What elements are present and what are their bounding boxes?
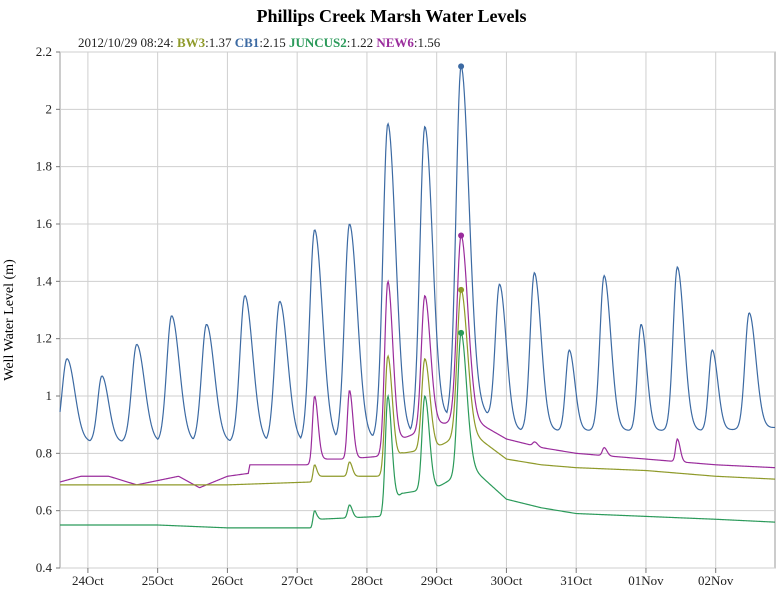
y-tick-label: 1.8: [36, 159, 52, 174]
y-tick-label: 1.4: [36, 273, 53, 288]
x-tick-label: 30Oct: [491, 573, 523, 588]
series-line-cb1: [59, 64, 776, 442]
readout-value-new6: 1.56: [417, 35, 441, 50]
readout-value-bw3: 1.37: [208, 35, 232, 50]
y-tick-label: 0.4: [36, 560, 53, 575]
y-tick-label: 1: [46, 388, 53, 403]
x-tick-label: 24Oct: [72, 573, 104, 588]
y-tick-label: 0.6: [36, 503, 53, 518]
x-tick-label: 28Oct: [351, 573, 383, 588]
readout-marker-bw3: [458, 286, 465, 293]
x-tick-label: 02Nov: [698, 573, 734, 588]
x-tick-label: 25Oct: [142, 573, 174, 588]
x-tick-label: 26Oct: [212, 573, 244, 588]
readout-name-new6: NEW6: [376, 35, 414, 50]
chart-title: Phillips Creek Marsh Water Levels: [256, 6, 527, 26]
readout-value-cb1: 2.15: [262, 35, 286, 50]
series-line-juncus2: [60, 331, 776, 529]
hover-readout: 2012/10/29 08:24: BW3:1.37 CB1:2.15 JUNC…: [78, 35, 441, 50]
y-tick-label: 2: [46, 101, 53, 116]
series-line-bw3: [60, 288, 776, 486]
y-tick-label: 0.8: [36, 445, 52, 460]
plot-area-border: [59, 51, 776, 569]
y-tick-label: 2.2: [36, 44, 52, 59]
y-tick-label: 1.2: [36, 331, 52, 346]
readout-marker-cb1: [458, 63, 465, 70]
x-tick-label: 29Oct: [421, 573, 453, 588]
readout-name-bw3: BW3: [176, 35, 206, 50]
readout-name-juncus2: JUNCUS2: [288, 35, 347, 50]
readout-timestamp: 2012/10/29 08:24:: [78, 35, 174, 50]
readout-name-cb1: CB1: [234, 35, 260, 50]
readout-marker-new6: [458, 232, 465, 239]
readout-marker-juncus2: [458, 329, 465, 336]
series-line-new6: [59, 233, 776, 489]
x-tick-label: 27Oct: [281, 573, 313, 588]
x-tick-label: 01Nov: [628, 573, 664, 588]
y-tick-label: 1.6: [36, 216, 53, 231]
readout-value-juncus2: 1.22: [350, 35, 374, 50]
x-tick-label: 31Oct: [560, 573, 592, 588]
